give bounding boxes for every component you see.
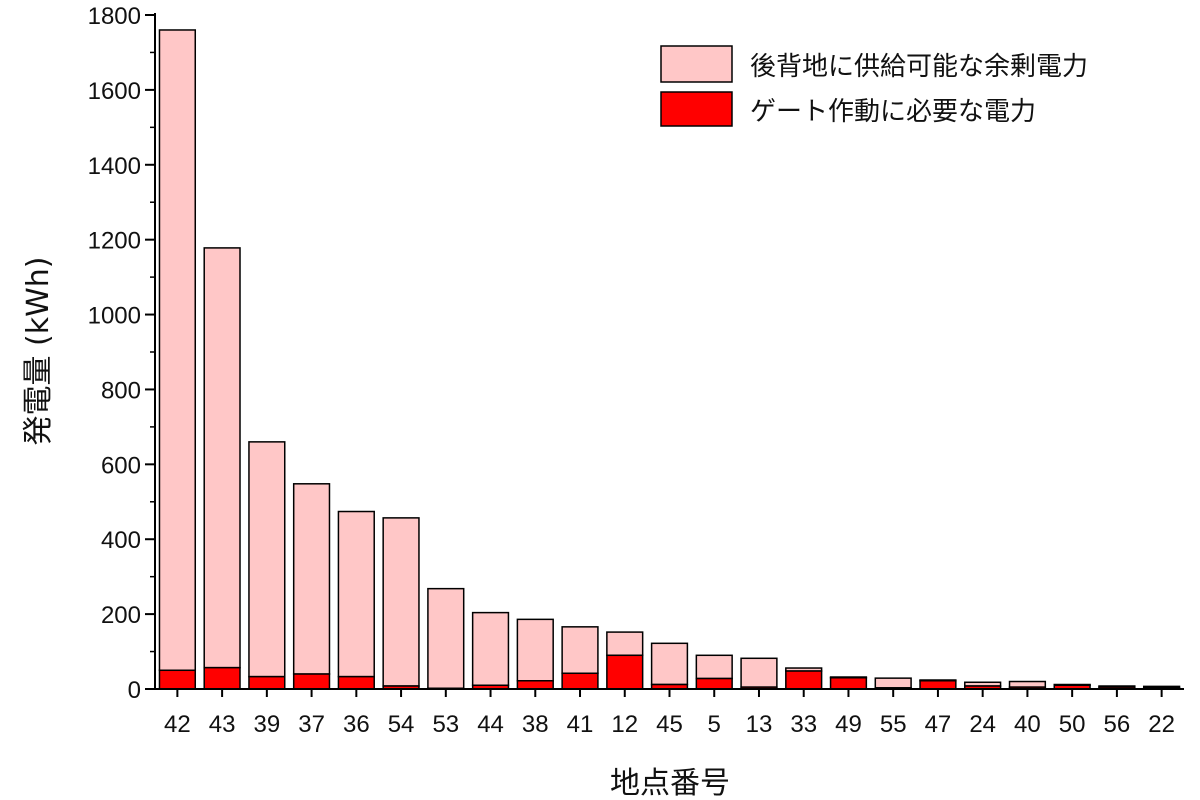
legend-swatch-surplus bbox=[660, 45, 733, 83]
y-axis-label: 発電量 (kWh) bbox=[21, 257, 56, 446]
x-tick-label: 13 bbox=[746, 711, 773, 738]
bar-surplus-13 bbox=[740, 657, 778, 688]
y-tick-label: 800 bbox=[101, 377, 141, 404]
bar-surplus-54 bbox=[382, 517, 420, 687]
bar-surplus-12 bbox=[606, 631, 644, 657]
y-tick-label: 600 bbox=[101, 452, 141, 479]
x-tick-label: 24 bbox=[969, 711, 996, 738]
bar-surplus-37 bbox=[292, 483, 331, 675]
x-tick-label: 47 bbox=[925, 711, 952, 738]
bar-surplus-41 bbox=[561, 626, 599, 675]
bar-gate-42 bbox=[158, 669, 197, 690]
bar-gate-33 bbox=[785, 670, 823, 690]
bar-gate-38 bbox=[516, 680, 554, 690]
bar-gate-5 bbox=[695, 677, 733, 690]
y-ticks: 0 200 400 600 800 1000 1200 1400 1600 1800 bbox=[88, 3, 155, 704]
bar-gate-12 bbox=[606, 654, 644, 690]
bar-gate-41 bbox=[561, 672, 599, 690]
x-tick-label: 37 bbox=[298, 711, 325, 738]
x-tick-label: 56 bbox=[1104, 711, 1131, 738]
x-tick-label: 22 bbox=[1148, 711, 1175, 738]
x-tick-label: 36 bbox=[343, 711, 370, 738]
bar-surplus-45 bbox=[650, 642, 689, 686]
x-tick-label: 45 bbox=[656, 711, 683, 738]
x-tick-label: 33 bbox=[790, 711, 817, 738]
legend: 後背地に供給可能な余剰電力 ゲート作動に必要な電力 bbox=[660, 45, 1088, 127]
y-tick-label: 0 bbox=[128, 677, 141, 704]
y-tick-label: 1000 bbox=[88, 303, 141, 330]
x-tick-label: 55 bbox=[880, 711, 907, 738]
x-tick-label: 42 bbox=[164, 711, 191, 738]
x-axis-label: 地点番号 bbox=[610, 766, 730, 800]
bar-surplus-43 bbox=[203, 247, 241, 669]
bar-gate-36 bbox=[337, 675, 375, 690]
x-tick-label: 39 bbox=[253, 711, 280, 738]
bar-surplus-44 bbox=[471, 611, 510, 687]
bar-surplus-36 bbox=[337, 510, 375, 678]
bar-surplus-53 bbox=[427, 587, 465, 690]
bar-gate-49 bbox=[829, 677, 868, 690]
y-tick-label: 1800 bbox=[88, 3, 141, 30]
legend-label-surplus: 後背地に供給可能な余剰電力 bbox=[750, 52, 1088, 82]
bar-gate-47 bbox=[919, 680, 957, 690]
y-tick-label: 1400 bbox=[88, 153, 141, 180]
x-tick-label: 41 bbox=[567, 711, 594, 738]
legend-swatch-gate bbox=[660, 91, 733, 127]
x-tick-label: 49 bbox=[835, 711, 862, 738]
x-tick-label: 5 bbox=[708, 711, 721, 738]
bar-surplus-55 bbox=[874, 677, 912, 689]
bar-surplus-5 bbox=[695, 654, 733, 680]
x-tick-label: 53 bbox=[432, 711, 459, 738]
bar-surplus-39 bbox=[248, 441, 286, 678]
x-tick-label: 50 bbox=[1059, 711, 1086, 738]
x-tick-label: 54 bbox=[388, 711, 415, 738]
bar-surplus-42 bbox=[158, 29, 197, 672]
x-tick-label: 44 bbox=[477, 711, 504, 738]
bar-surplus-38 bbox=[516, 618, 554, 682]
x-tick-label: 43 bbox=[209, 711, 236, 738]
y-tick-label: 200 bbox=[101, 602, 141, 629]
bar-gate-39 bbox=[248, 675, 286, 690]
x-tick-label: 38 bbox=[522, 711, 549, 738]
x-tick-label: 12 bbox=[611, 711, 638, 738]
y-tick-label: 1600 bbox=[88, 78, 141, 105]
bars-layer bbox=[158, 29, 1181, 690]
x-ticks: 42 43 39 37 36 54 53 44 38 41 12 45 5 13 33 49 55 47 24 40 5… bbox=[164, 689, 1175, 738]
y-tick-label: 400 bbox=[101, 527, 141, 554]
bar-surplus-40 bbox=[1008, 680, 1047, 688]
bar-gate-37 bbox=[292, 673, 331, 690]
bar-gate-43 bbox=[203, 666, 241, 690]
legend-label-gate: ゲート作動に必要な電力 bbox=[750, 97, 1036, 127]
x-tick-label: 40 bbox=[1014, 711, 1041, 738]
y-tick-label: 1200 bbox=[88, 228, 141, 255]
